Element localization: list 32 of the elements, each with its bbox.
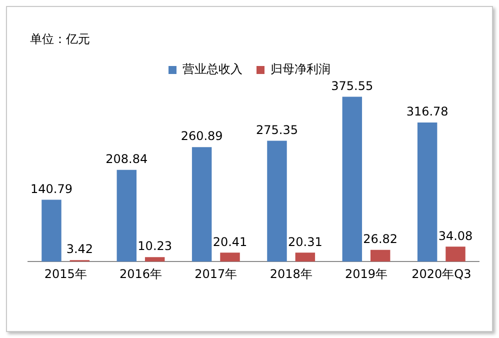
legend-label: 营业总收入 xyxy=(182,62,242,76)
data-label: 20.41 xyxy=(212,234,248,249)
bar xyxy=(295,252,316,262)
x-tick-label: 2020年Q3 xyxy=(412,266,472,281)
x-tick-label: 2016年 xyxy=(119,266,162,281)
data-label: 26.82 xyxy=(363,232,398,246)
data-label: 34.08 xyxy=(438,228,473,243)
bar xyxy=(417,122,438,262)
x-tick-label: 2019年 xyxy=(344,266,388,281)
bar xyxy=(116,170,137,262)
data-label: 3.42 xyxy=(66,242,94,256)
bar xyxy=(42,200,62,262)
bar xyxy=(144,257,165,262)
data-label: 10.23 xyxy=(138,239,172,254)
x-tick-label: 2018年 xyxy=(270,266,312,281)
data-label: 275.35 xyxy=(256,122,298,137)
x-tick-label: 2017年 xyxy=(194,266,238,281)
data-label: 208.84 xyxy=(106,152,148,166)
data-label: 260.89 xyxy=(180,129,223,144)
data-label: 20.31 xyxy=(288,234,322,249)
bar xyxy=(342,96,362,262)
bar xyxy=(192,147,212,262)
data-label: 375.55 xyxy=(331,78,374,93)
bar xyxy=(267,140,287,262)
x-tick-label: 2015年 xyxy=(44,266,87,281)
text: 单位：亿元 xyxy=(30,32,90,46)
data-label: 140.79 xyxy=(30,182,72,196)
data-label: 316.78 xyxy=(406,104,448,119)
legend-label: 归母净利润 xyxy=(270,62,330,76)
bar xyxy=(220,252,240,262)
bar xyxy=(370,250,390,262)
bar xyxy=(446,246,466,262)
